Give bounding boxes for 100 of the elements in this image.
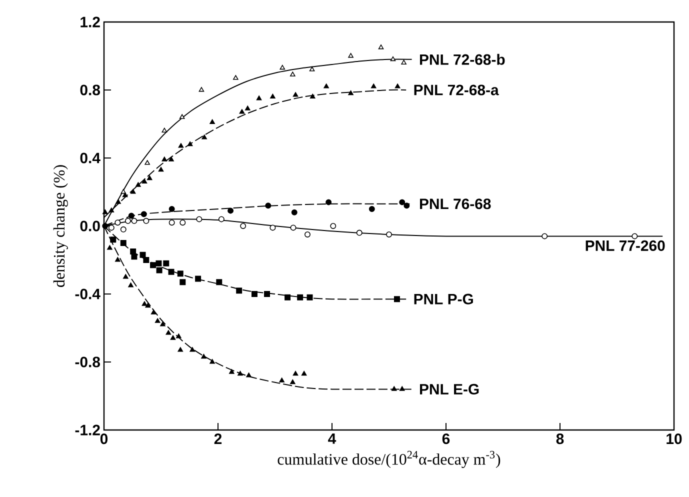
- point: [324, 84, 329, 88]
- series-label: PNL 72-68-b: [420, 54, 505, 65]
- series-label: PNL 72-68-a: [414, 84, 499, 96]
- point: [370, 84, 376, 88]
- point: [210, 359, 215, 364]
- point: [378, 44, 384, 50]
- point: [163, 260, 170, 266]
- series-label: PNL 76-68: [420, 198, 491, 210]
- point: [245, 106, 250, 110]
- point: [291, 209, 298, 216]
- point: [386, 232, 392, 238]
- point: [210, 119, 215, 124]
- point: [124, 218, 131, 224]
- point: [179, 114, 185, 119]
- point: [304, 232, 310, 238]
- point: [394, 84, 400, 88]
- point: [284, 294, 291, 300]
- point: [290, 379, 296, 384]
- point: [136, 182, 141, 187]
- y-tick-label: -0.4: [75, 288, 100, 300]
- point: [122, 192, 128, 198]
- point: [229, 369, 234, 374]
- point: [356, 230, 362, 236]
- point: [228, 208, 234, 214]
- point: [116, 199, 121, 204]
- point: [162, 128, 168, 132]
- point: [140, 252, 146, 258]
- point: [404, 202, 410, 209]
- x-tick-label: 4: [328, 434, 336, 444]
- point: [114, 220, 121, 226]
- x-axis-title: cumulative dose/(10$^{24}$α-decay m$^{-3}$): [278, 450, 500, 468]
- point: [168, 220, 175, 226]
- point: [110, 236, 116, 243]
- point: [238, 370, 243, 376]
- point: [178, 347, 184, 352]
- point: [140, 211, 147, 218]
- point: [168, 156, 174, 162]
- point: [123, 274, 128, 279]
- point: [310, 94, 316, 98]
- point: [292, 92, 298, 97]
- point: [270, 94, 276, 98]
- y-tick-label: 0.0: [80, 220, 100, 232]
- point: [290, 72, 296, 76]
- point: [156, 260, 162, 266]
- point: [391, 386, 397, 391]
- point: [348, 53, 354, 58]
- point: [216, 279, 222, 286]
- point: [399, 199, 406, 206]
- point: [202, 134, 207, 140]
- point: [190, 347, 195, 352]
- x-tick-label: 2: [214, 434, 222, 444]
- point: [160, 322, 166, 326]
- y-axis-title: density change (%): [53, 165, 68, 287]
- point: [198, 87, 204, 92]
- point: [201, 354, 206, 359]
- point: [102, 209, 108, 214]
- point: [280, 64, 286, 70]
- point: [330, 223, 336, 229]
- x-tick-label: 6: [442, 434, 450, 444]
- point: [246, 372, 252, 378]
- point: [131, 218, 138, 224]
- point: [158, 166, 164, 172]
- point: [131, 254, 138, 260]
- x-tick-label: 0: [100, 434, 108, 444]
- point: [251, 291, 258, 297]
- point: [292, 370, 298, 376]
- point: [265, 202, 272, 209]
- x-tick-label: 8: [556, 434, 564, 444]
- point: [256, 96, 262, 100]
- point: [240, 223, 246, 229]
- point: [143, 218, 150, 224]
- point: [142, 301, 148, 306]
- x-tick-label: 10: [666, 434, 682, 444]
- point: [394, 296, 400, 302]
- point: [108, 208, 114, 212]
- point: [264, 291, 270, 297]
- point: [102, 223, 108, 229]
- point: [170, 335, 176, 340]
- point: [146, 175, 152, 180]
- point: [390, 56, 396, 62]
- point: [178, 143, 184, 148]
- y-tick-label: -0.8: [75, 356, 100, 368]
- point: [187, 141, 193, 146]
- point: [233, 75, 238, 80]
- point: [108, 224, 114, 231]
- point: [348, 90, 354, 96]
- point: [196, 216, 202, 222]
- point: [107, 245, 112, 250]
- series-label: PNL P-G: [414, 294, 473, 304]
- point: [306, 294, 313, 300]
- point: [154, 318, 160, 323]
- point: [301, 370, 307, 376]
- point: [166, 330, 172, 335]
- point: [168, 206, 175, 212]
- point: [150, 310, 156, 314]
- series-label: PNL E-G: [420, 384, 479, 394]
- point: [279, 378, 284, 382]
- point: [156, 267, 162, 274]
- point: [120, 226, 126, 232]
- point: [290, 224, 296, 231]
